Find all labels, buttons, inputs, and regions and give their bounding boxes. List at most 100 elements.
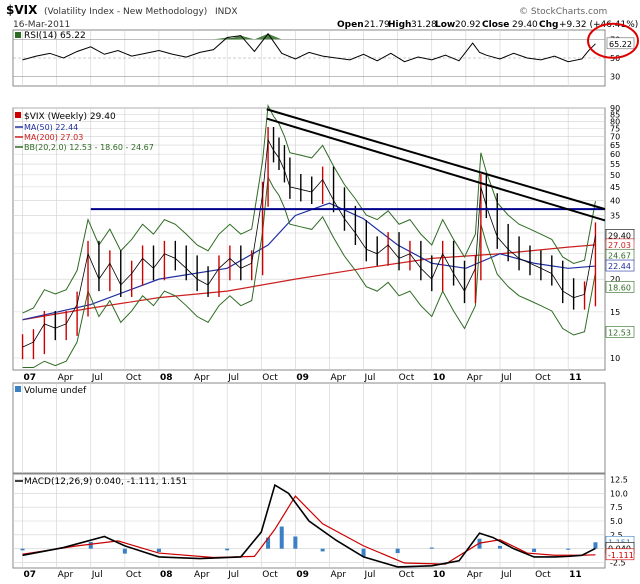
axis-layer: 07 07 Apr Apr Jul Jul Oct Oct 08 08 Apr Apr Jul Jul Oc… <box>24 22 639 580</box>
price-x-tick-label: Apr <box>467 373 483 383</box>
price-x-tick-label: Apr <box>58 373 74 383</box>
price-x-tick-label: Jul <box>227 373 239 383</box>
high-label: High <box>388 20 411 30</box>
price-x-tick-label: 11 <box>569 373 582 383</box>
price-x-tick-label: 10 <box>433 373 446 383</box>
macd-x-tick-label: Jul <box>91 570 103 580</box>
macd-x-tick-label: Apr <box>467 570 483 580</box>
macd-layer <box>20 483 598 568</box>
price-y-tick-label: 35 <box>610 211 620 220</box>
macd-line <box>22 483 596 568</box>
price-y-tick-label: 85 <box>610 111 620 120</box>
price-y-tick-label: 50 <box>610 171 620 180</box>
macd-legend: MACD(12,26,9) 0.040, -1.111, 1.151 <box>15 477 187 487</box>
price-value-box <box>605 326 635 338</box>
trend-line <box>266 117 606 222</box>
macd-x-tick-label: 08 <box>160 570 173 580</box>
macd-x-tick-label: Oct <box>262 570 278 580</box>
rsi-layer <box>22 32 596 63</box>
macd-x-tick-label: 09 <box>296 570 309 580</box>
ma200-legend-text: MA(200) 27.03 <box>24 133 83 142</box>
exchange-label: INDX <box>215 7 237 17</box>
price-y-tick-label: 40 <box>610 196 620 205</box>
bb-legend-text: BB(20,2.0) 12.53 - 18.60 - 24.67 <box>24 143 154 152</box>
macd-x-tick-label: 11 <box>569 570 582 580</box>
price-y-tick-label: 90 <box>610 104 620 113</box>
price-y-tick-label: 75 <box>610 125 620 134</box>
price-y-tick-label: 15 <box>610 308 620 317</box>
price-y-tick-label: 55 <box>610 160 620 169</box>
macd-histogram-bar <box>320 548 325 552</box>
volume-legend-text: Volume undef <box>24 386 87 396</box>
price-current-value-label: 18.60 <box>608 283 631 292</box>
macd-x-tick-label: Jul <box>500 570 512 580</box>
bollinger-upper-line <box>22 104 596 314</box>
macd-histogram-bar <box>429 547 434 549</box>
trend-line <box>266 108 606 211</box>
price-x-tick-label: Oct <box>126 373 142 383</box>
macd-signal-line <box>22 495 596 565</box>
ma50-legend-text: MA(50) 22.44 <box>24 123 78 132</box>
price-current-value-label: 12.53 <box>608 328 631 337</box>
price-x-tick-label: 07 <box>24 373 37 383</box>
price-legend-swatch <box>15 112 21 118</box>
price-legend-text: $VIX (Weekly) 29.40 <box>24 112 116 122</box>
macd-histogram-bar <box>122 548 127 554</box>
ma200-line <box>22 244 596 321</box>
rsi-overbought-fill <box>227 35 255 40</box>
price-y-tick-label: 80 <box>610 117 620 126</box>
macd-x-tick-label: Apr <box>330 570 346 580</box>
ohlc-summary: Open 21.79 High 31.28 Low 20.92 Close 29… <box>337 20 638 30</box>
close-value: 29.40 <box>512 20 538 30</box>
date-label: 16-Mar-2011 <box>13 20 70 30</box>
macd-x-tick-label: Jul <box>227 570 239 580</box>
macd-histogram-bar <box>279 526 284 549</box>
macd-current-value-label: -1.111 <box>608 551 634 560</box>
price-value-box <box>605 281 635 293</box>
macd-x-tick-label: Apr <box>58 570 74 580</box>
price-legend: $VIX (Weekly) 29.40 MA(50) 22.44 MA(200)… <box>15 112 154 152</box>
macd-x-tick-label: Jul <box>364 570 376 580</box>
macd-histogram-bar <box>266 537 271 549</box>
macd-histogram-bar <box>532 548 537 552</box>
volume-legend-swatch <box>15 386 21 392</box>
macd-x-tick-label: Oct <box>126 570 142 580</box>
macd-histogram-bar <box>566 548 571 550</box>
description-label: (Volatility Index - New Methodology) <box>44 7 207 17</box>
rsi-value-box <box>606 37 635 50</box>
price-x-tick-label: Jul <box>500 373 512 383</box>
price-x-tick-label: 08 <box>160 373 173 383</box>
chg-label: Chg <box>539 20 558 30</box>
macd-histogram-bar <box>593 542 598 549</box>
low-value: 20.92 <box>455 20 481 30</box>
price-x-tick-label: Jul <box>364 373 376 383</box>
price-y-tick-label: 45 <box>610 183 620 192</box>
macd-histogram-bar <box>225 548 230 551</box>
macd-histogram-bar <box>395 548 400 554</box>
rsi-legend-text: RSI(14) 65.22 <box>24 31 86 41</box>
price-x-tick-label: Oct <box>535 373 551 383</box>
volume-legend: Volume undef <box>15 386 87 396</box>
grid-layer <box>13 30 605 568</box>
price-current-value-label: 24.67 <box>608 251 631 260</box>
bollinger-lower-line <box>22 175 596 368</box>
rsi-legend: RSI(14) 65.22 <box>15 31 86 41</box>
open-label: Open <box>337 20 364 30</box>
macd-histogram-bar <box>361 548 366 557</box>
symbol-label: $VIX <box>6 3 38 17</box>
watermark-label: © StockCharts.com <box>519 7 607 17</box>
price-value-box <box>605 259 635 272</box>
macd-histogram-bar <box>20 548 25 551</box>
price-x-tick-label: 09 <box>296 373 309 383</box>
macd-x-tick-label: Oct <box>399 570 415 580</box>
macd-x-tick-label: 07 <box>24 570 37 580</box>
macd-histogram-bar <box>88 542 93 549</box>
volume-panel-frame <box>12 382 606 474</box>
macd-x-tick-label: 10 <box>433 570 446 580</box>
macd-y-tick-label: -2.5 <box>610 558 626 567</box>
macd-legend-text: MACD(12,26,9) 0.040, -1.111, 1.151 <box>24 477 187 487</box>
macd-x-tick-label: Oct <box>535 570 551 580</box>
macd-y-tick-label: 2.5 <box>610 531 623 540</box>
